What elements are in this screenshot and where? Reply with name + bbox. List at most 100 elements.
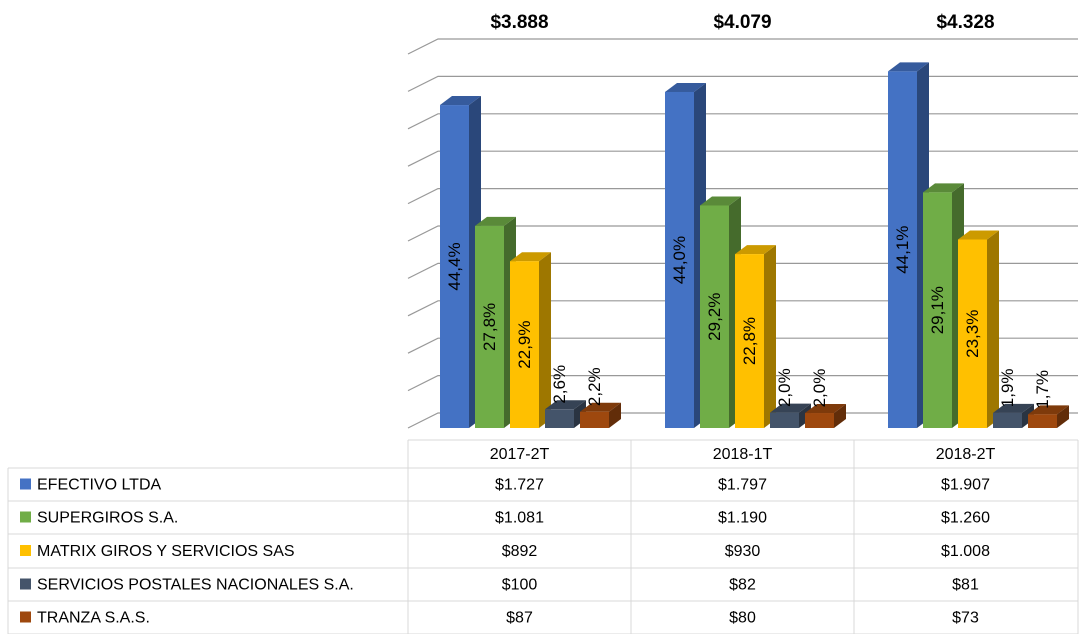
grid-line xyxy=(407,412,1078,429)
share-label: 2,6% xyxy=(550,365,569,404)
total-label: $4.328 xyxy=(936,12,994,33)
bar-front xyxy=(665,91,694,428)
bar-top xyxy=(545,400,586,410)
bar xyxy=(958,230,999,428)
legend-label: SUPERGIROS S.A. xyxy=(37,510,178,527)
grid-line xyxy=(407,188,1078,205)
bar-front xyxy=(1028,414,1057,428)
share-label: 1,7% xyxy=(1033,370,1052,409)
table-value: $1.797 xyxy=(718,477,767,494)
bar-top xyxy=(510,252,551,262)
table-value: $1.907 xyxy=(941,477,990,494)
bar-side xyxy=(1057,405,1069,428)
bar xyxy=(735,245,776,428)
table-value: $1.081 xyxy=(495,510,544,527)
bar-side xyxy=(609,402,621,428)
total-label: $3.888 xyxy=(490,12,548,33)
bar-side xyxy=(987,230,999,428)
share-label: 44,0% xyxy=(670,236,689,284)
bar-top xyxy=(700,196,741,206)
total-label: $4.079 xyxy=(713,12,771,33)
bar xyxy=(993,403,1034,428)
bar-top xyxy=(1028,405,1069,415)
bar-front xyxy=(770,412,799,428)
share-label: 23,3% xyxy=(963,310,982,358)
legend-swatch xyxy=(20,578,31,590)
legend-swatch xyxy=(20,545,31,556)
bar-top xyxy=(805,404,846,414)
share-label: 29,1% xyxy=(928,286,947,334)
bar-front xyxy=(888,71,917,429)
table-value: $1.190 xyxy=(718,510,767,527)
grid-line xyxy=(407,38,1078,55)
bar-top xyxy=(440,96,481,106)
bar-front xyxy=(440,105,469,429)
bar-top xyxy=(475,216,516,226)
bar-front xyxy=(993,412,1022,428)
grid-line xyxy=(407,150,1078,167)
grid-line xyxy=(407,262,1078,279)
share-label: 44,4% xyxy=(445,242,464,290)
bar-side xyxy=(834,404,846,428)
grid-line xyxy=(407,337,1078,354)
legend-label: SERVICIOS POSTALES NACIONALES S.A. xyxy=(37,577,354,594)
table-value: $82 xyxy=(729,577,756,594)
bar-top xyxy=(993,403,1034,413)
bar-top xyxy=(580,402,621,412)
share-label: 44,1% xyxy=(893,226,912,274)
share-label: 29,2% xyxy=(705,293,724,341)
bar-front xyxy=(580,411,609,428)
legend-swatch xyxy=(20,511,31,523)
table-value: $80 xyxy=(729,610,756,627)
bar xyxy=(665,82,706,428)
grid-line xyxy=(407,300,1078,317)
bar-top xyxy=(735,245,776,255)
table-value: $1.260 xyxy=(941,510,990,527)
share-label: 2,2% xyxy=(585,367,604,406)
bar xyxy=(923,183,964,428)
table-value: $81 xyxy=(952,577,979,594)
bar xyxy=(805,404,846,428)
bar-front xyxy=(958,239,987,428)
bar-front xyxy=(475,225,504,428)
bar-top xyxy=(665,82,706,92)
legend-swatch xyxy=(20,478,31,490)
legend-label: TRANZA S.A.S. xyxy=(37,610,150,627)
table-value: $892 xyxy=(502,543,538,560)
bar-front xyxy=(545,409,574,428)
bar-top xyxy=(888,62,929,72)
table-value: $87 xyxy=(506,610,533,627)
table-value: $73 xyxy=(952,610,979,627)
grid-line xyxy=(407,225,1078,242)
x-tick-label: 2017-2T xyxy=(490,446,550,463)
bar-front xyxy=(923,192,952,428)
grid-line xyxy=(407,113,1078,130)
bar xyxy=(580,402,621,428)
share-label: 22,9% xyxy=(515,320,534,368)
bar-top xyxy=(958,230,999,240)
share-label: 27,8% xyxy=(480,303,499,351)
bar-side xyxy=(539,252,551,428)
x-tick-label: 2018-2T xyxy=(936,446,996,463)
grid-line xyxy=(407,375,1078,392)
share-label: 22,8% xyxy=(740,317,759,365)
bar-top xyxy=(923,183,964,193)
bar-front xyxy=(700,205,729,428)
bar xyxy=(510,252,551,428)
bar-front xyxy=(735,254,764,428)
share-label: 2,0% xyxy=(775,368,794,407)
table-value: $1.008 xyxy=(941,543,990,560)
bar xyxy=(1028,405,1069,428)
legend-label: EFECTIVO LTDA xyxy=(37,477,161,494)
table-value: $1.727 xyxy=(495,477,544,494)
bar-side xyxy=(764,245,776,428)
x-tick-label: 2018-1T xyxy=(713,446,773,463)
legend-swatch xyxy=(20,611,31,623)
table-value: $100 xyxy=(502,577,538,594)
table-value: $930 xyxy=(725,543,761,560)
share-label: 1,9% xyxy=(998,368,1017,407)
legend-label: MATRIX GIROS Y SERVICIOS SAS xyxy=(37,543,295,560)
bar-front xyxy=(805,413,834,428)
bar-top xyxy=(770,403,811,413)
